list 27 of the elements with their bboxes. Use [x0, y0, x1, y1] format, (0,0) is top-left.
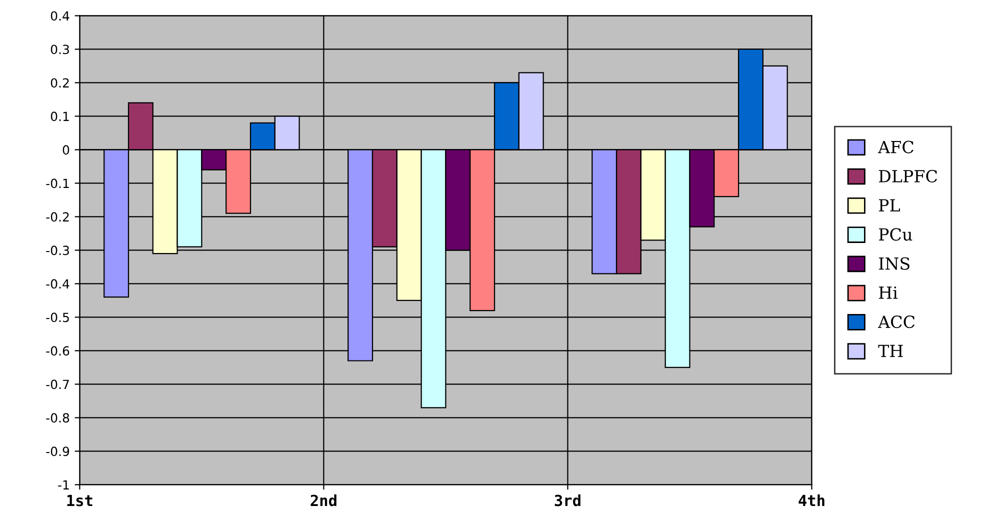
y-tick-label: -0.2 — [46, 212, 69, 222]
y-tick-label: -0.1 — [46, 178, 69, 188]
x-tick-label: 2nd — [310, 494, 336, 506]
y-tick-label: -0.8 — [46, 413, 70, 423]
legend-label: AFC — [878, 140, 914, 154]
legend-label: ACC — [878, 316, 915, 328]
y-tick-label: 0.3 — [50, 44, 69, 54]
y-tick-label: -0.4 — [46, 279, 70, 289]
legend-label: INS — [878, 257, 910, 270]
y-tick-label: 0.2 — [50, 78, 69, 88]
y-tick-label: -0.6 — [46, 346, 70, 356]
legend-label: PL — [878, 199, 900, 212]
y-tick-label: -1 — [58, 480, 69, 490]
y-tick-label: -0.9 — [46, 446, 70, 456]
legend-label: Hi — [878, 286, 898, 299]
y-tick-label: -0.7 — [46, 380, 69, 390]
x-tick-label: 3rd — [554, 494, 580, 506]
y-tick-label: 0 — [62, 145, 70, 155]
legend-label: TH — [878, 344, 903, 358]
legend-label: PCu — [878, 228, 912, 241]
y-tick-label: -0.5 — [46, 312, 69, 322]
x-tick-label: 4th — [798, 494, 824, 506]
y-tick-label: 0.1 — [50, 112, 69, 122]
legend-label: DLPFC — [878, 170, 938, 182]
y-tick-label: -0.3 — [46, 246, 69, 256]
y-tick-label: 0.4 — [50, 11, 70, 21]
x-tick-label: 1st — [67, 494, 92, 506]
